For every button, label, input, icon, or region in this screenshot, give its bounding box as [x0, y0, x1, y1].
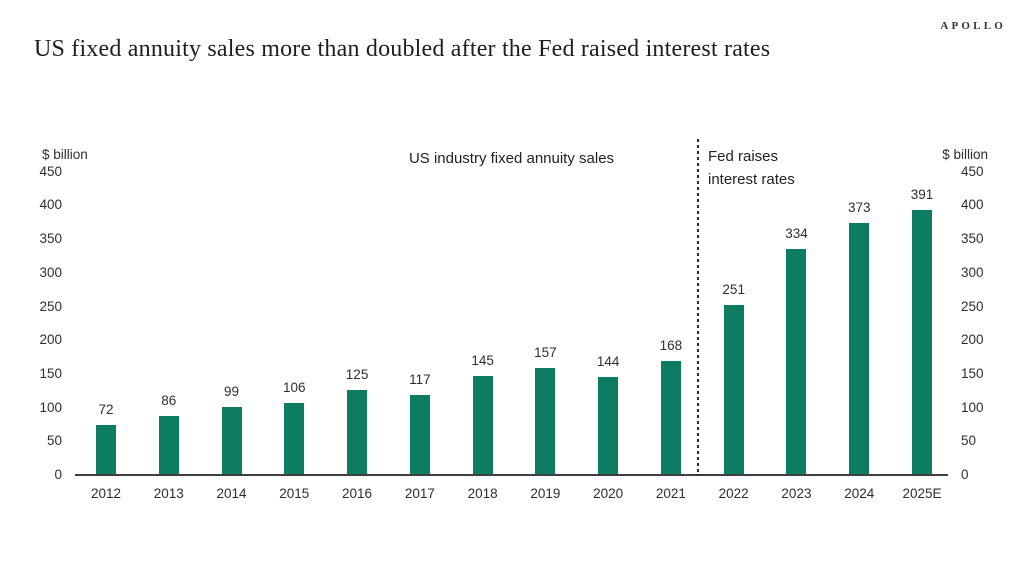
y-axis-tick-label: 400: [961, 197, 984, 213]
y-axis-tick-label: 50: [46, 433, 62, 449]
bar: [221, 407, 242, 474]
x-axis-tick-label: 2024: [844, 486, 875, 501]
x-axis-tick-label: 2014: [216, 486, 247, 501]
x-axis-tick-label: 2022: [718, 486, 749, 501]
bar: [96, 425, 116, 474]
y-axis-tick-label: 400: [39, 197, 62, 213]
x-axis-tick-label: 2021: [655, 486, 686, 501]
bar-value-label: 72: [98, 402, 114, 418]
x-axis-tick-label: 2023: [781, 486, 812, 501]
x-axis-tick-label: 2016: [342, 486, 373, 501]
bar-value-label: 99: [224, 384, 240, 400]
y-axis-tick-label: 250: [961, 298, 984, 314]
bar: [723, 304, 744, 474]
x-axis-tick-label: 2019: [530, 486, 561, 501]
chart-title: US industry fixed annuity sales: [408, 150, 615, 167]
bar: [535, 368, 556, 474]
apollo-logo: APOLLO: [940, 20, 1006, 32]
x-axis-tick-label: 2017: [404, 486, 435, 501]
bar-value-label: 125: [345, 366, 369, 382]
x-axis-tick-label: 2012: [90, 486, 122, 501]
bar: [472, 376, 493, 474]
y-axis-tick-label: 150: [961, 365, 984, 381]
y-axis-tick-label: 250: [39, 298, 62, 314]
bar-value-label: 144: [596, 353, 620, 369]
bar: [158, 416, 179, 474]
bar: [598, 376, 619, 474]
y-axis-tick-label: 50: [961, 433, 977, 449]
bar-value-label: 373: [847, 199, 871, 215]
bar: [849, 222, 870, 474]
bar-value-label: 117: [409, 372, 431, 388]
bar-value-label: 157: [534, 345, 557, 361]
right-axis-unit-label: $ billion: [942, 147, 988, 162]
x-axis-tick-label: 2018: [467, 486, 498, 501]
x-axis-line: [75, 474, 948, 476]
y-axis-tick-label: 300: [39, 264, 62, 280]
annotation-line-2: interest rates: [708, 171, 795, 188]
y-axis-tick-label: 450: [39, 163, 62, 179]
fed-divider-dashed-line: [697, 139, 699, 476]
y-axis-tick-label: 300: [961, 264, 984, 280]
y-axis-tick-label: 350: [39, 231, 62, 247]
y-axis-tick-label: 100: [39, 399, 62, 415]
y-axis-tick-label: 350: [961, 231, 984, 247]
bar-value-label: 86: [161, 393, 177, 409]
y-axis-tick-label: 200: [39, 332, 62, 348]
fed-raises-annotation: Fed raises interest rates: [708, 145, 795, 191]
bar: [911, 210, 932, 474]
y-axis-tick-label: 0: [54, 467, 62, 482]
y-axis-tick-label: 100: [961, 399, 984, 415]
y-axis-tick-label: 200: [961, 332, 984, 348]
y-axis-tick-label: 0: [961, 467, 969, 482]
page-title: US fixed annuity sales more than doubled…: [34, 36, 771, 62]
x-axis-tick-label: 2015: [279, 486, 310, 501]
bar-value-label: 251: [722, 281, 745, 297]
bar-value-label: 334: [785, 225, 808, 241]
bar-value-label: 106: [283, 379, 306, 395]
bar-value-label: 145: [471, 353, 494, 369]
left-axis-unit-label: $ billion: [42, 147, 88, 162]
x-axis-tick-label: 2013: [153, 486, 184, 501]
bar-value-label: 168: [659, 337, 683, 353]
x-axis-tick-label: 2025E: [902, 486, 942, 501]
x-axis-tick-label: 2020: [593, 486, 624, 501]
y-axis-tick-label: 150: [39, 365, 62, 381]
bar: [660, 360, 681, 474]
bar: [347, 389, 368, 474]
bar: [409, 395, 430, 474]
bar: [284, 402, 305, 474]
bar-value-label: 391: [910, 187, 934, 203]
y-axis-tick-label: 450: [961, 163, 984, 179]
bar: [786, 248, 807, 474]
annotation-line-1: Fed raises: [708, 148, 779, 165]
